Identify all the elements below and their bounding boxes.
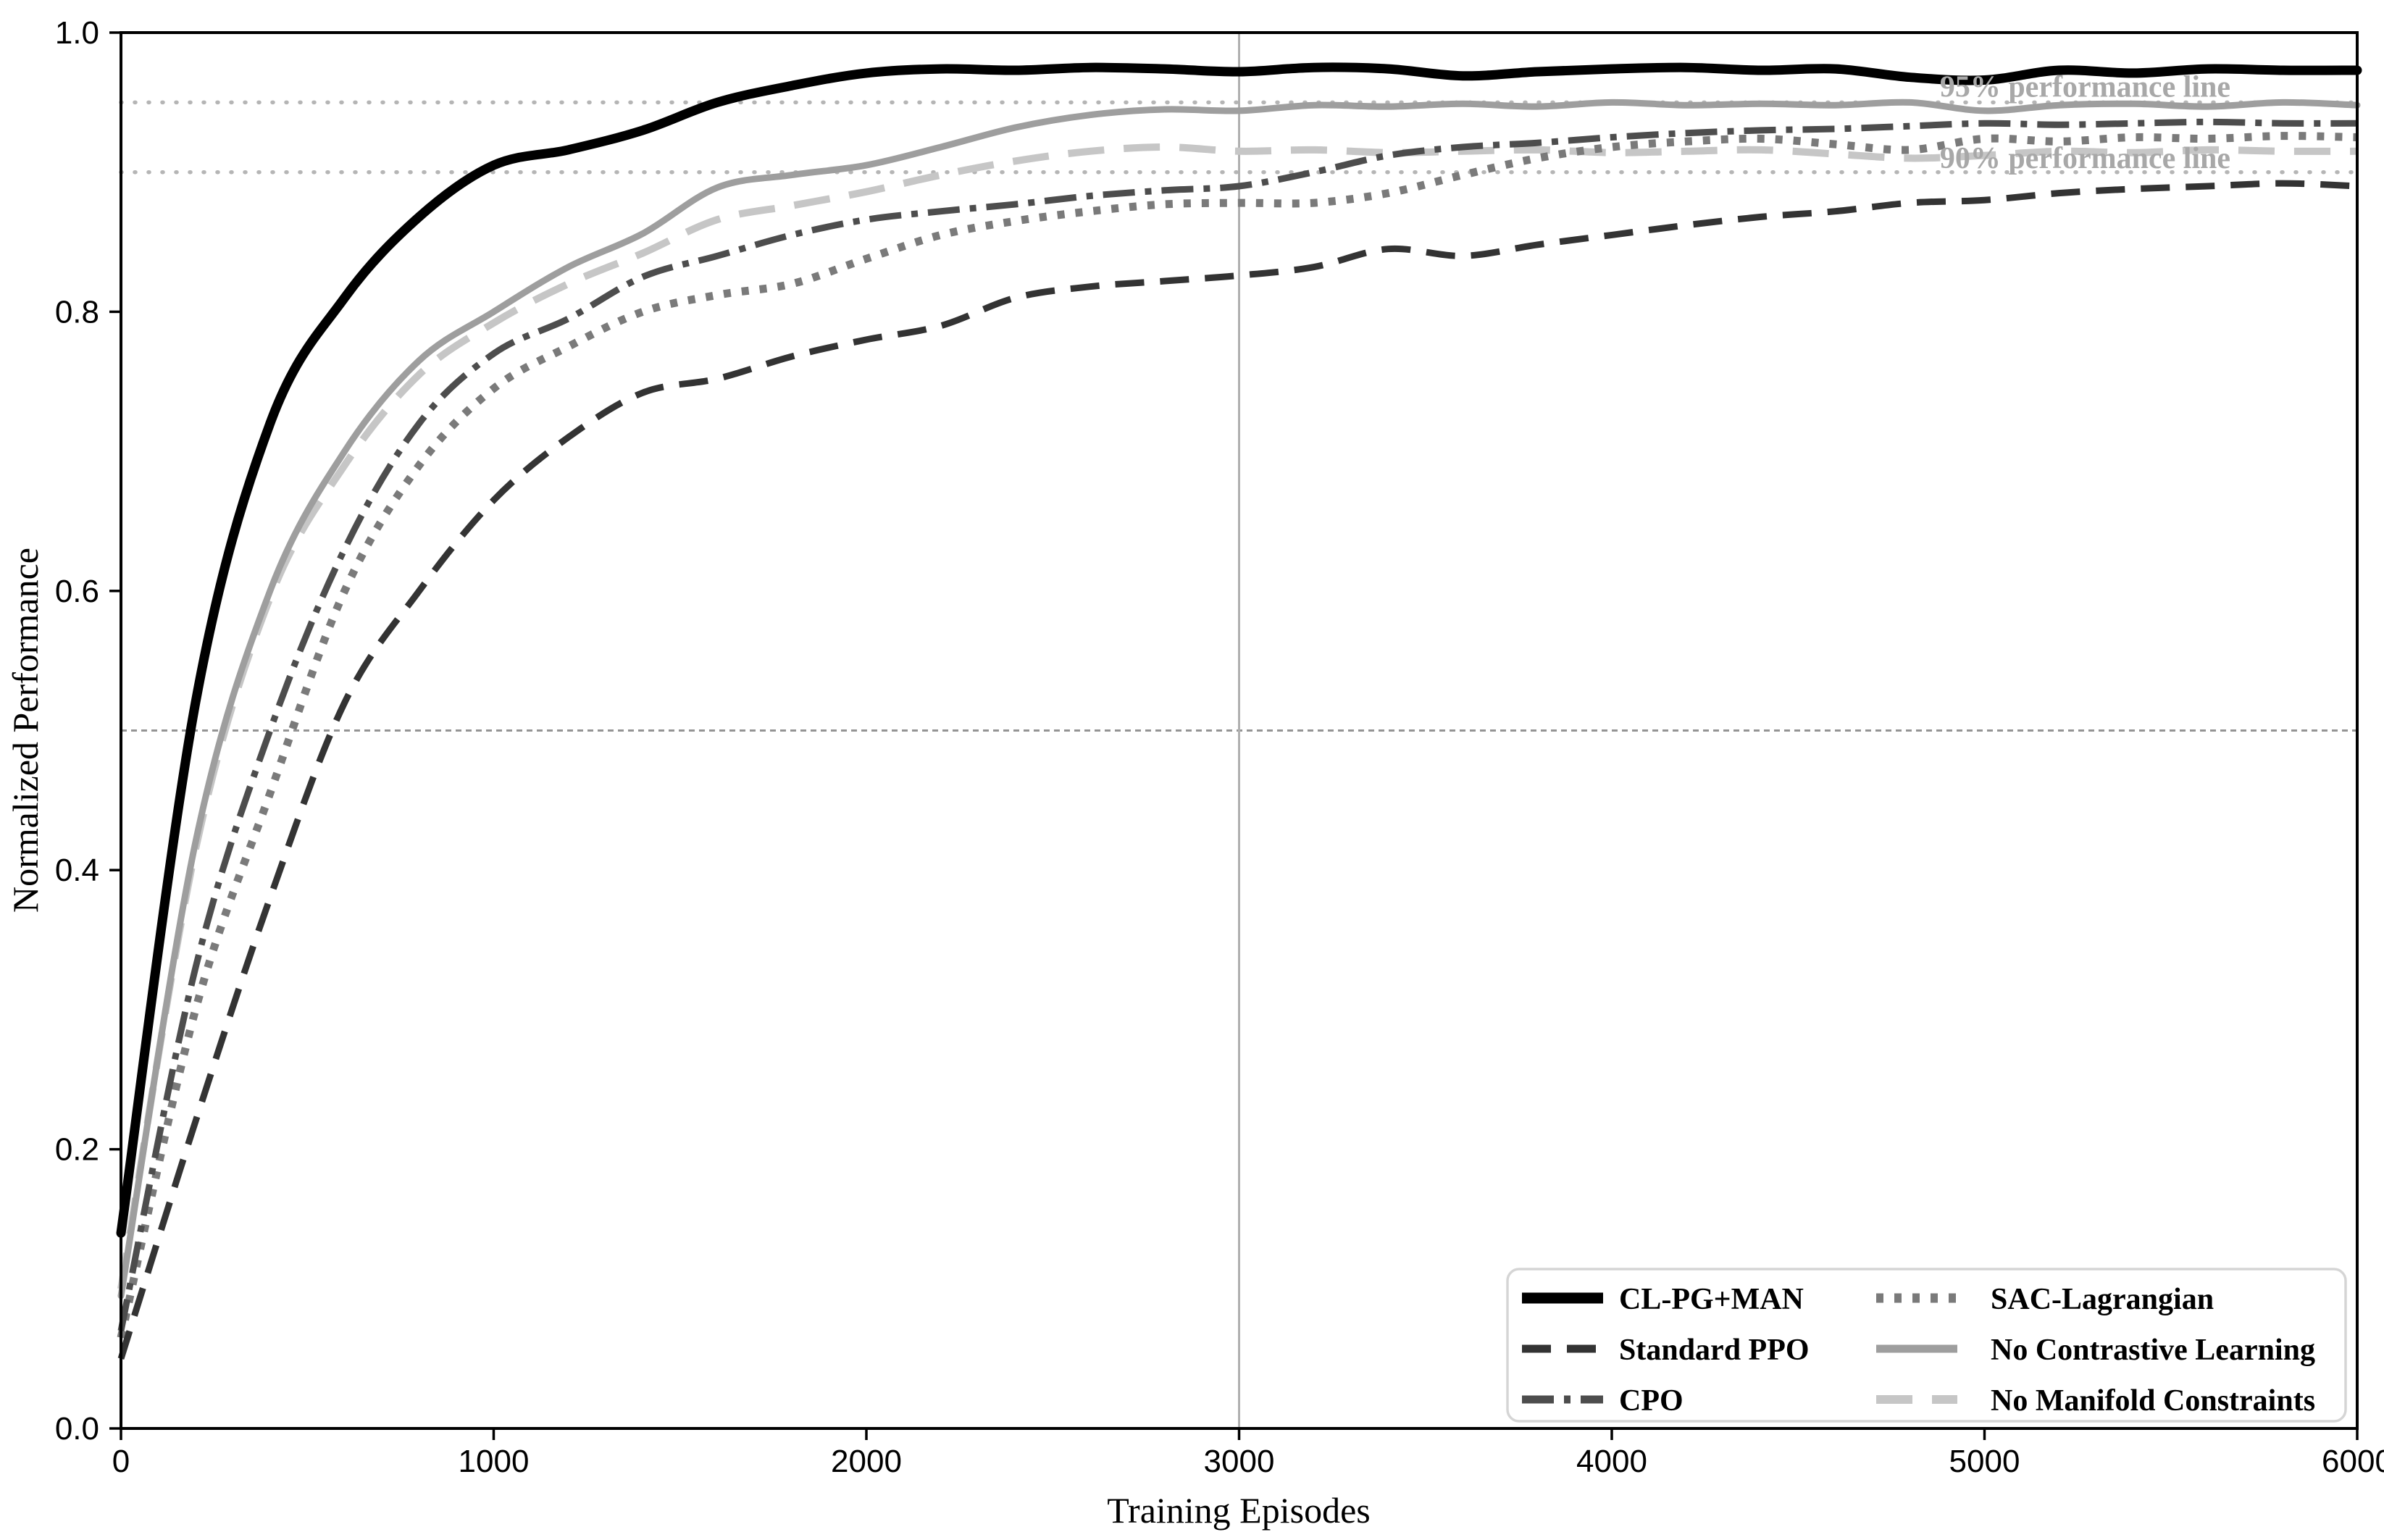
series-line-cl-pg-man xyxy=(116,62,2362,1238)
axes: 0 1000 2000 3000 4000 5000 6000 0.0 0.2 0.4 0.6 0.8… xyxy=(55,15,2384,1479)
series-line-no-contrastive-learning xyxy=(117,99,2361,1300)
series-line-no-manifold-constraints xyxy=(117,143,2358,1290)
x-tick-label-1000: 1000 xyxy=(459,1444,530,1479)
series-line-sac-lagrangian xyxy=(117,132,2358,1339)
y-tick-label-0.4: 0.4 xyxy=(55,853,99,888)
series-line-standard-ppo xyxy=(117,180,2358,1360)
x-tick-label-4000: 4000 xyxy=(1576,1444,1647,1479)
legend-label-no-manifold-constraints: No Manifold Constraints xyxy=(1991,1384,2315,1418)
annotation-90-performance-line: 90% performance line xyxy=(1940,142,2230,175)
legend-label-sac-lagrangian: SAC-Lagrangian xyxy=(1991,1283,2214,1316)
x-tick-label-6000: 6000 xyxy=(2322,1444,2384,1479)
y-tick-label-0.8: 0.8 xyxy=(55,294,99,330)
x-tick-label-5000: 5000 xyxy=(1949,1444,2020,1479)
x-tick-label-2000: 2000 xyxy=(831,1444,902,1479)
legend-label-no-contrastive-learning: No Contrastive Learning xyxy=(1991,1334,2315,1367)
legend-label-cl-pg-man: CL-PG+MAN xyxy=(1619,1283,1804,1316)
legend-label-cpo: CPO xyxy=(1619,1384,1684,1418)
y-tick-label-0.6: 0.6 xyxy=(55,574,99,609)
series-lines xyxy=(116,62,2362,1360)
annotation-95-performance-line: 95% performance line xyxy=(1940,71,2230,104)
y-axis-title: Normalized Performance xyxy=(5,548,46,913)
x-axis-title: Training Episodes xyxy=(1107,1490,1370,1531)
legend-label-standard-ppo: Standard PPO xyxy=(1619,1334,1810,1367)
y-tick-label-1.0: 1.0 xyxy=(55,15,99,51)
y-tick-label-0.2: 0.2 xyxy=(55,1132,99,1168)
reference-lines xyxy=(119,33,2359,1428)
y-tick-label-0.0: 0.0 xyxy=(55,1411,99,1447)
x-tick-label-0: 0 xyxy=(112,1444,130,1479)
legend: CL-PG+MAN Standard PPO CPO SAC-Lagrangian No… xyxy=(1506,1268,2347,1423)
x-tick-label-3000: 3000 xyxy=(1204,1444,1275,1479)
performance-line-annotations: 95% performance line 90% performance line xyxy=(1940,71,2230,175)
